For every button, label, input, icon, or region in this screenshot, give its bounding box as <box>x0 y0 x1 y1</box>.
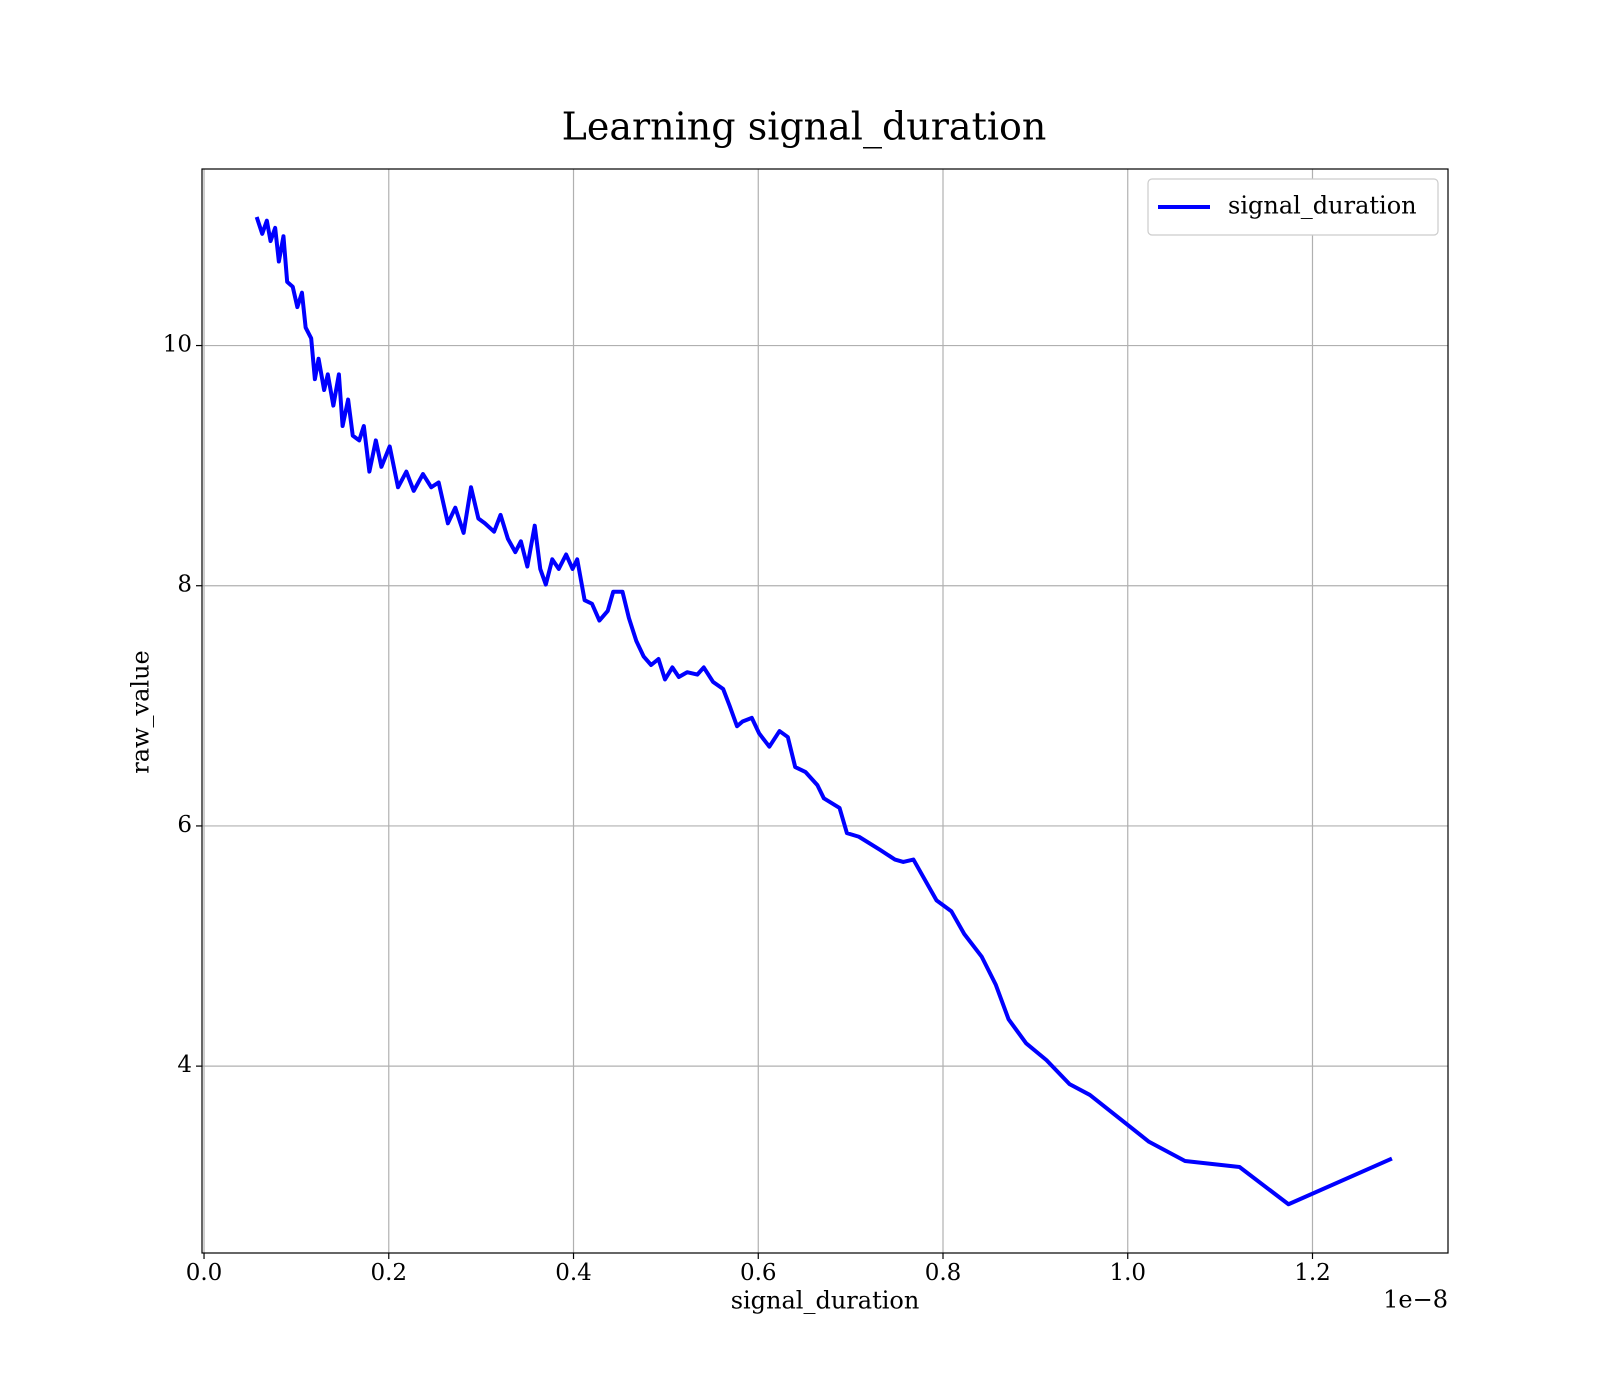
y-axis-label: raw_value <box>127 650 155 774</box>
x-tick-label: 0.2 <box>370 1260 407 1286</box>
x-tick-label: 0.8 <box>925 1260 962 1286</box>
x-tick-label: 0.0 <box>186 1260 223 1286</box>
y-tick-label: 6 <box>177 812 192 838</box>
x-tick-label: 1.0 <box>1109 1260 1146 1286</box>
y-tick-label: 10 <box>163 332 192 358</box>
legend-box <box>1147 178 1439 236</box>
x-tick-label: 0.4 <box>555 1260 592 1286</box>
x-tick-label: 0.6 <box>740 1260 777 1286</box>
data-line <box>254 216 1393 1207</box>
x-tick-label: 1.2 <box>1294 1260 1331 1286</box>
x-offset-text: 1e−8 <box>1383 1286 1448 1314</box>
plot-frame <box>201 168 1449 1254</box>
y-tick-label: 8 <box>177 572 192 598</box>
chart-title: Learning signal_duration <box>562 105 1047 150</box>
legend-label: signal_duration <box>1228 192 1417 220</box>
y-tick-label: 4 <box>177 1052 192 1078</box>
x-axis-label: signal_duration <box>731 1287 920 1315</box>
